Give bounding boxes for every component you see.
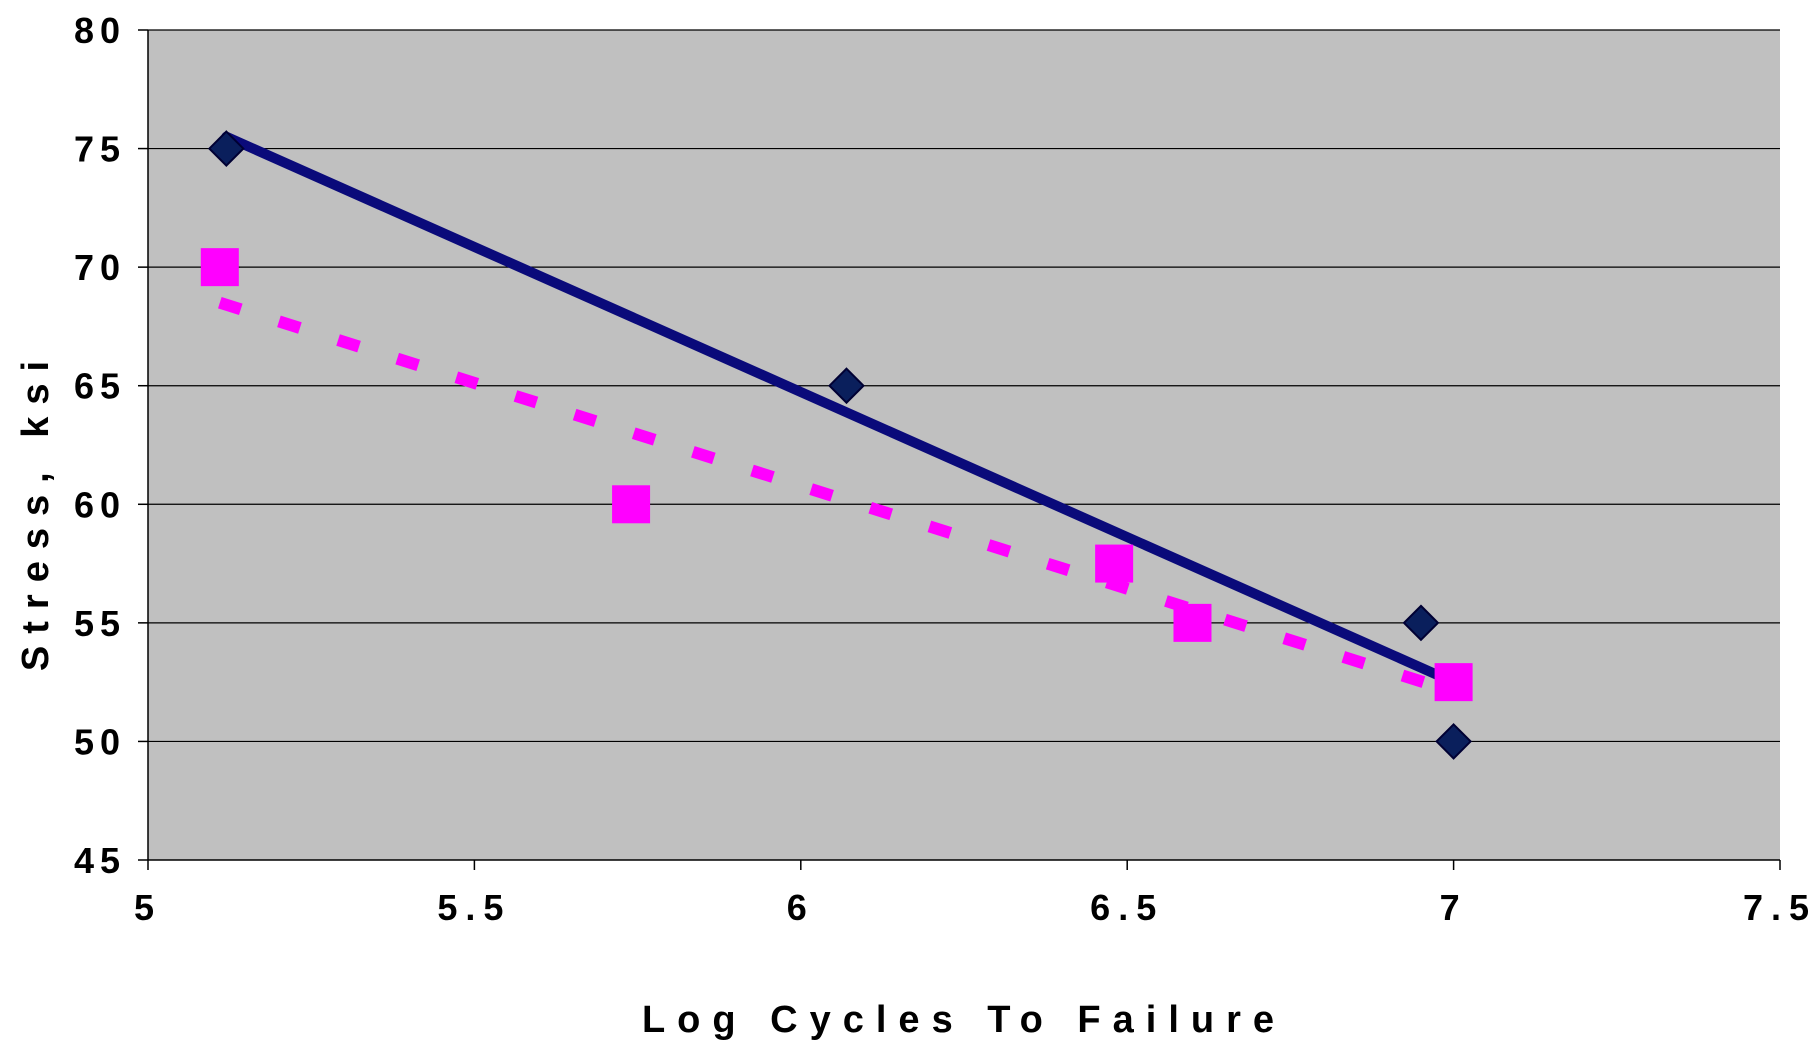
y-tick-label-80: 80 [74,10,126,51]
trendlines [218,131,1459,698]
series-1-point-2 [828,367,865,405]
axes [138,29,1781,870]
y-axis-tick-labels: 45 50 55 60 65 70 75 80 [74,10,126,881]
x-tick-label-6: 6 [787,887,815,928]
series-1-point-1 [207,130,245,167]
y-tick-label-55: 55 [74,603,126,644]
data-markers [200,130,1473,760]
x-tick-label-7: 7 [1440,887,1468,928]
x-tick-label-5: 5 [134,887,162,928]
y-tick-label-75: 75 [74,129,126,170]
y-tick-label-60: 60 [74,484,126,525]
x-axis-tick-labels: 5 5.5 6 6.5 7 7.5 [134,887,1816,928]
x-tick-label-6.5: 6.5 [1090,887,1164,928]
series-2-point-4 [1173,603,1212,642]
x-tick-label-5.5: 5.5 [437,887,511,928]
y-tick-label-50: 50 [74,721,126,762]
y-tick-label-65: 65 [74,366,126,407]
series-2-point-2 [612,485,651,524]
plot-area-background [148,30,1780,860]
series-1-point-3 [1402,604,1440,642]
series-1-trendline [221,131,1459,688]
y-tick-label-45: 45 [74,840,126,881]
x-tick-label-7.5: 7.5 [1743,887,1816,928]
x-axis-title: Log Cycles To Failure [642,999,1286,1041]
series-2-point-5 [1434,663,1473,702]
gridlines [148,29,1780,743]
series-1-point-4 [1435,723,1473,760]
y-axis-title: Stress, ksi [15,349,57,671]
y-tick-label-70: 70 [74,247,126,288]
series-2-point-1 [200,248,239,287]
series-2-point-3 [1095,544,1134,583]
